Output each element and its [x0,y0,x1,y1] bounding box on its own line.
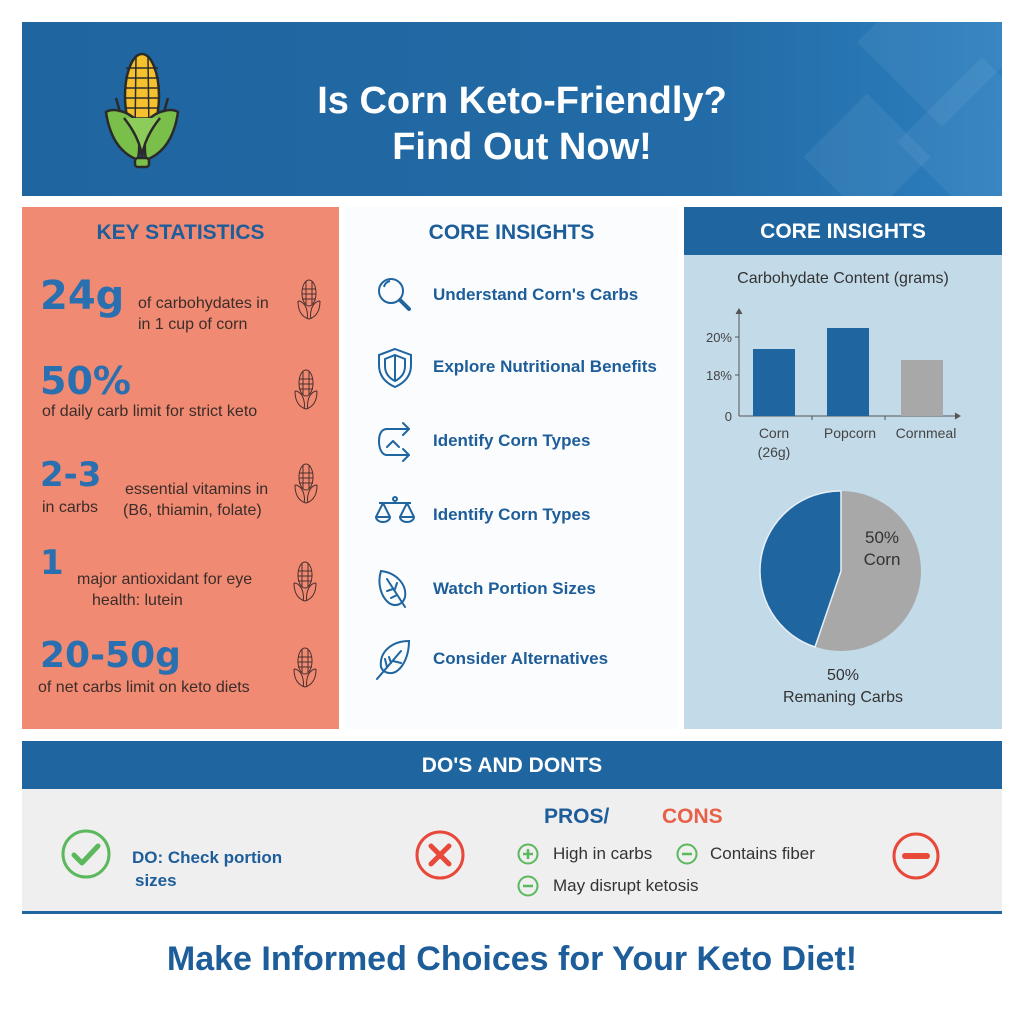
minus-circle-icon [676,843,698,865]
insight-label: Explore Nutritional Benefits [433,357,657,376]
bar-cornmeal [901,360,943,416]
pie-chart [759,490,921,651]
plus-circle-icon [517,843,539,865]
stat-description: of net carbs limit on keto diets [38,679,250,696]
x-tick-label: Popcorn [824,425,876,441]
header-banner: Is Corn Keto-Friendly? Find Out Now! [22,22,1002,196]
y-tick-label: 0 [725,409,732,424]
stat-item: 2-3 in carbs essential vitamins in (B6, … [22,455,339,525]
pie-label-corn: 50% Corn [863,528,901,569]
leaf-icon [378,569,407,608]
chart-panel-title: CORE INSIGHTS [684,207,1002,255]
corn-outline-icon [294,463,318,504]
insight-item: Identify Corn Types [373,493,673,537]
core-insights-title: CORE INSIGHTS [428,221,595,244]
bar-corn [753,349,795,416]
do-text: DO: Check portion sizes [132,848,283,890]
shield-icon [378,347,412,389]
x-tick-label: Corn [759,425,789,441]
y-tick-label: 20% [706,330,732,345]
corn-outline-icon [297,279,321,320]
insight-item: Identify Corn Types [373,419,673,463]
pros-label: PROS/ [544,805,610,828]
y-tick-label: 18% [706,368,732,383]
cross-circle-icon [415,830,465,880]
corn-outline-icon [294,369,318,410]
minus-circle-large-icon [892,832,940,880]
leaf-icon [376,639,411,680]
stat-value: 50% [40,359,131,403]
key-statistics-title: KEY STATISTICS [96,221,265,244]
footer-tagline: Make Informed Choices for Your Keto Diet… [166,940,858,978]
balance-scale-icon [375,496,415,523]
stat-value: 20-50g [40,635,181,676]
stat-value: 24g [40,273,125,319]
page-title: Is Corn Keto-Friendly? Find Out Now! [22,78,1002,170]
insight-label: Watch Portion Sizes [433,579,596,598]
corn-outline-icon [293,647,317,688]
swap-arrows-icon [378,422,410,462]
corn-outline-icon [293,561,317,602]
con-item-text: May disrupt ketosis [553,876,699,895]
dos-donts-panel: DO: Check portion sizes PROS/ CONS High … [22,789,1002,914]
stat-value: 1 [40,543,64,583]
insight-item: Explore Nutritional Benefits [373,345,673,389]
insight-label: Understand Corn's Carbs [433,285,639,304]
insight-label: Consider Alternatives [433,649,609,668]
insight-label: Identify Corn Types [433,431,591,450]
bar-popcorn [827,328,869,416]
stat-item: 1 major antioxidant for eye health: lute… [22,543,339,613]
check-circle-icon [61,829,111,879]
insight-item: Consider Alternatives [373,637,673,681]
dos-donts-title: DO'S AND DONTS [22,741,1002,789]
minus-circle-icon [517,875,539,897]
corn-cob-icon [104,52,180,169]
insight-label: Identify Corn Types [433,505,591,524]
cons-label: CONS [662,805,723,828]
stat-description: of daily carb limit for strict keto [42,403,258,420]
key-statistics-panel: KEY STATISTICS 24g of carbohydates in in… [22,207,339,729]
stat-item: 50% of daily carb limit for strict keto [22,359,339,429]
stat-description: essential vitamins in (B6, thiamin, fola… [123,481,269,519]
title-line-2: Find Out Now! [392,126,652,168]
stat-item: 24g of carbohydates in in 1 cup of corn [22,269,339,339]
chart-panel: CORE INSIGHTS Carbohydate Content (grams… [684,207,1002,729]
magnifier-icon [378,278,411,311]
pie-slice-remaining [759,490,842,648]
bar-chart-title: Carbohydate Content (grams) [737,270,949,287]
stat-value: 2-3 [40,455,102,495]
bar-chart: 20% 18% 0 Corn (26g) Popcorn Cornmeal [706,308,961,460]
insight-item: Understand Corn's Carbs [373,273,673,317]
con-item-text: Contains fiber [710,844,815,863]
pro-item-text: High in carbs [553,844,653,863]
x-tick-label: (26g) [758,444,791,460]
stat-item: 20-50g of net carbs limit on keto diets [22,635,339,705]
title-line-1: Is Corn Keto-Friendly? [317,80,727,122]
x-tick-label: Cornmeal [896,425,957,441]
stat-description: of carbohydates in in 1 cup of corn [138,295,269,333]
stat-value-sub: in carbs [42,499,99,516]
stat-description: major antioxidant for eye health: lutein [77,571,253,609]
core-insights-panel: CORE INSIGHTS Understand Corn's Carbs Ex… [345,207,678,729]
pie-label-remaining: 50% Remaning Carbs [782,667,904,706]
insight-item: Watch Portion Sizes [373,567,673,611]
